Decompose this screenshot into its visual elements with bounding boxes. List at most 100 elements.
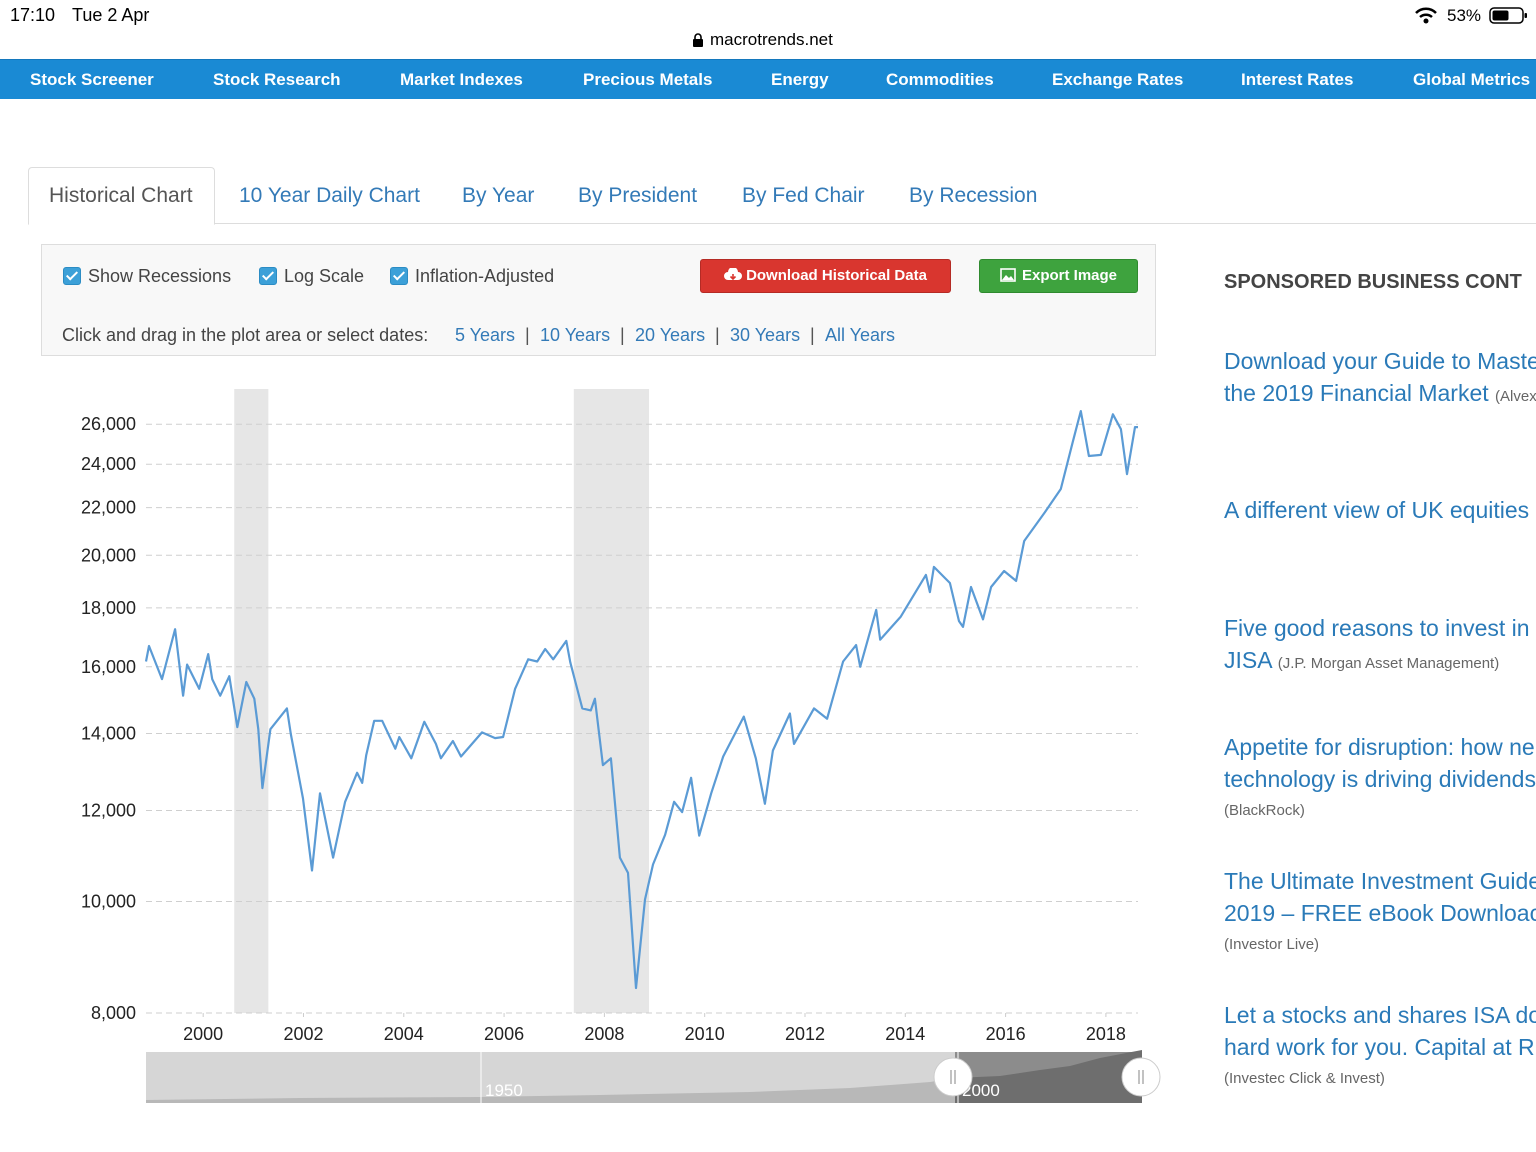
y-tick-label: 8,000 <box>91 1003 136 1023</box>
status-bar: 17:10 Tue 2 Apr 53% macrotrends.net <box>0 0 1536 59</box>
ad[interactable]: Download your Guide to Maste the 2019 Fi… <box>1224 345 1536 413</box>
y-tick-label: 18,000 <box>81 598 136 618</box>
ad-title[interactable]: the 2019 Financial Market <box>1224 380 1489 406</box>
y-tick-label: 16,000 <box>81 657 136 677</box>
download-button[interactable]: Download Historical Data <box>700 259 951 293</box>
url[interactable]: macrotrends.net <box>710 30 833 49</box>
lock-icon <box>693 33 703 47</box>
date: Tue 2 Apr <box>72 5 150 25</box>
navigator-handle[interactable] <box>933 1057 973 1097</box>
button-label: Download Historical Data <box>746 267 927 284</box>
nav-link[interactable]: Global Metrics <box>1413 70 1531 89</box>
y-tick-label: 22,000 <box>81 498 136 518</box>
range-link[interactable]: 10 Years <box>540 325 611 345</box>
image-icon <box>1000 268 1016 282</box>
ad-title[interactable]: Download your Guide to Maste <box>1224 348 1536 374</box>
navigator-area <box>146 1078 955 1103</box>
clock: 17:10 <box>10 5 56 25</box>
y-tick-label: 12,000 <box>81 800 136 820</box>
ad-source: (BlackRock) <box>1224 802 1305 819</box>
tab[interactable]: Historical Chart <box>49 184 193 207</box>
navigator-label: 1950 <box>485 1081 523 1100</box>
x-tick-label: 2016 <box>986 1024 1026 1044</box>
tab[interactable]: By Year <box>462 184 535 207</box>
separator: | <box>620 325 625 345</box>
nav-link[interactable]: Commodities <box>886 70 994 89</box>
ad-source: (J.P. Morgan Asset Management) <box>1277 655 1500 672</box>
sidebar: SPONSORED BUSINESS CONT Download your Gu… <box>1224 260 1536 1152</box>
y-tick-label: 24,000 <box>81 454 136 474</box>
ad-title[interactable]: Five good reasons to invest in a <box>1224 615 1536 641</box>
wifi-icon <box>1415 7 1437 24</box>
nav-link[interactable]: Interest Rates <box>1241 70 1354 89</box>
y-tick-label: 20,000 <box>81 545 136 565</box>
battery-icon <box>1489 7 1527 24</box>
x-tick-label: 2012 <box>785 1024 825 1044</box>
x-tick-label: 2008 <box>584 1024 624 1044</box>
x-tick-label: 2006 <box>484 1024 524 1044</box>
battery-percent: 53% <box>1447 6 1482 25</box>
ad-source: (Investor Live) <box>1224 936 1320 953</box>
recession-band <box>573 389 650 1013</box>
nav-link[interactable]: Stock Research <box>213 70 341 89</box>
range-link[interactable]: 30 Years <box>730 325 801 345</box>
tab[interactable]: By Fed Chair <box>742 184 865 207</box>
ad[interactable]: Let a stocks and shares ISA do hard work… <box>1224 999 1536 1095</box>
range-link[interactable]: 5 Years <box>455 325 516 345</box>
checkbox[interactable] <box>390 267 408 285</box>
ad-title[interactable]: JISA <box>1224 647 1272 673</box>
ad-title[interactable]: 2019 – FREE eBook Downloac <box>1224 900 1536 926</box>
nav-link[interactable]: Stock Screener <box>30 70 154 89</box>
button-label: Export Image <box>1021 267 1118 284</box>
navigator-label: 2000 <box>962 1081 1000 1100</box>
tab-active[interactable] <box>28 167 215 225</box>
handle-grip <box>950 1070 1144 1084</box>
range-link[interactable]: 20 Years <box>635 325 706 345</box>
checkbox-label[interactable]: Log Scale <box>284 266 365 286</box>
separator: | <box>715 325 720 345</box>
chart: 8,000 10,000 12,000 14,000 16,000 18,000 20,00… <box>81 389 1161 1103</box>
tab[interactable]: 10 Year Daily Chart <box>239 184 420 207</box>
navigator-area-selected <box>955 1050 1142 1103</box>
nav-bar: Stock Screener Stock Research Market Ind… <box>0 59 1536 99</box>
ad-title[interactable]: technology is driving dividends <box>1224 766 1536 792</box>
y-tick-label: 14,000 <box>81 723 136 743</box>
nav-link[interactable]: Market Indexes <box>400 70 523 89</box>
ad[interactable]: A different view of UK equities ( <box>1224 494 1536 530</box>
ad-title[interactable]: A different view of UK equities <box>1224 497 1530 523</box>
checkbox[interactable] <box>259 267 277 285</box>
checkbox-label[interactable]: Inflation-Adjusted <box>415 266 555 286</box>
nav-link[interactable]: Precious Metals <box>583 70 713 89</box>
nav-link[interactable]: Exchange Rates <box>1052 70 1184 89</box>
ad[interactable]: The Ultimate Investment Guide 2019 – FRE… <box>1224 865 1536 961</box>
price-line <box>144 410 1138 990</box>
export-button[interactable]: Export Image <box>979 259 1138 293</box>
tab[interactable]: By Recession <box>909 184 1038 207</box>
ad[interactable]: Five good reasons to invest in a JISA (J… <box>1224 612 1536 680</box>
ad-title[interactable]: hard work for you. Capital at Ri <box>1224 1034 1536 1060</box>
tab-border <box>214 223 1536 224</box>
navigator-handle[interactable] <box>1121 1057 1161 1097</box>
tab[interactable]: By President <box>578 184 698 207</box>
chart-controls: Show Recessions Log Scale Inflation-Adju… <box>41 244 1156 356</box>
ad[interactable]: Appetite for disruption: how ne technolo… <box>1224 731 1536 827</box>
ad-title[interactable]: The Ultimate Investment Guide <box>1224 868 1536 894</box>
y-tick-label: 10,000 <box>81 892 136 912</box>
ad-title[interactable]: Let a stocks and shares ISA do <box>1224 1002 1536 1028</box>
checkbox-label[interactable]: Show Recessions <box>88 266 232 286</box>
ad-title[interactable]: Appetite for disruption: how ne <box>1224 734 1535 760</box>
nav-link[interactable]: Energy <box>771 70 829 89</box>
separator: | <box>810 325 815 345</box>
x-tick-label: 2004 <box>384 1024 424 1044</box>
sidebar-heading: SPONSORED BUSINESS CONT <box>1224 271 1522 293</box>
range-prompt: Click and drag in the plot area or selec… <box>62 325 429 345</box>
range-link[interactable]: All Years <box>825 325 896 345</box>
navigator[interactable]: 1950 2000 <box>146 1050 1161 1103</box>
x-tick-label: 2000 <box>183 1024 223 1044</box>
cloud-icon <box>724 267 743 281</box>
checkbox[interactable] <box>63 267 81 285</box>
x-tick-label: 2014 <box>885 1024 925 1044</box>
separator: | <box>525 325 530 345</box>
recession-band <box>234 389 269 1013</box>
